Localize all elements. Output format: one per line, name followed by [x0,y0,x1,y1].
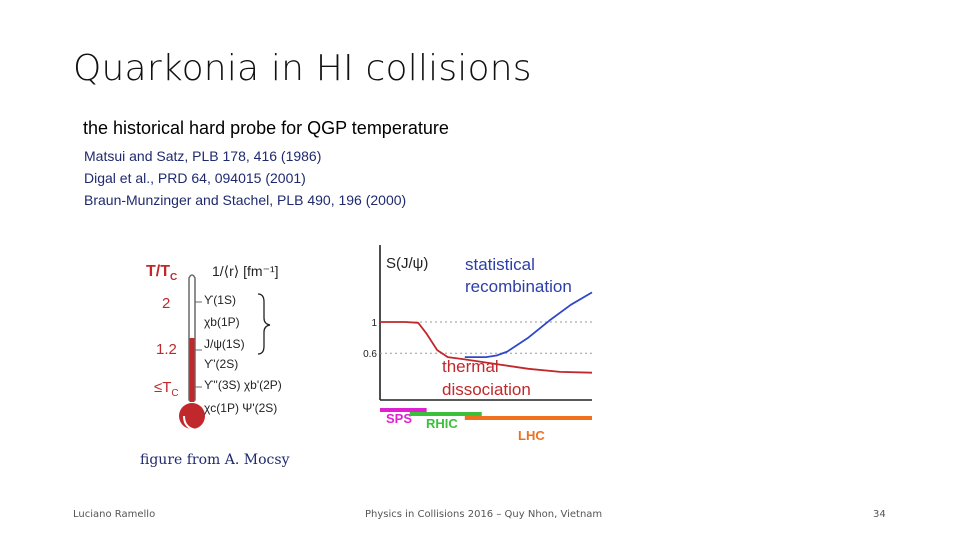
reference-1: Matsui and Satz, PLB 178, 416 (1986) [84,148,322,164]
annotation-statistical: statistical [465,255,535,274]
y-tick-label: 0.6 [363,349,377,360]
footer-page-number: 34 [873,509,886,520]
temperature-value-1-2: 1.2 [156,341,177,358]
annotation-recombination: recombination [465,277,572,296]
temperature-axis-header: T/TC [146,263,177,283]
annotation-thermal: thermal [442,357,499,376]
footer-author: Luciano Ramello [73,509,156,520]
slide-subtitle: the historical hard probe for QGP temper… [83,118,449,138]
quarkonium-state-list: ϒ(1S) χb(1P) J/ψ(1S) ϒ'(2S) ϒ''(3S) χb'(… [204,293,282,415]
energy-band-label-sps: SPS [386,411,412,426]
temperature-value-tc: ≤TC [154,379,179,399]
state-brace [257,293,271,355]
thermometer-figure: T/TC 1/⟨r⟩ [fm⁻¹] 2 1.2 ≤TC ϒ(1S) χb(1P)… [146,263,282,431]
reference-2: Digal et al., PRD 64, 094015 (2001) [84,170,306,186]
series-line-1 [380,321,593,374]
y-tick-label: 1 [371,318,377,329]
state-label: χc(1P) Ψ'(2S) [204,401,277,415]
energy-band-label-lhc: LHC [518,428,545,443]
thermometer-bulb [179,403,205,429]
thermometer-mercury [189,338,195,402]
jpsi-suppression-chart: 1 0.6 SPS RHIC LHC S(J/ψ) statistical recomb… [363,245,593,443]
footer-event: Physics in Collisions 2016 – Quy Nhon, V… [365,509,603,520]
reference-3: Braun-Munzinger and Stachel, PLB 490, 19… [84,192,407,208]
reference-list: Matsui and Satz, PLB 178, 416 (1986) Dig… [84,145,406,211]
radius-axis-header: 1/⟨r⟩ [fm⁻¹] [212,263,279,279]
temperature-value-2: 2 [162,295,170,312]
slide-title: Quarkonia in HI collisions [73,48,532,89]
state-label: J/ψ(1S) [204,337,245,351]
state-label: χb(1P) [204,315,240,329]
state-label: ϒ''(3S) χb'(2P) [204,378,282,392]
annotation-dissociation: dissociation [442,380,531,399]
state-label: ϒ(1S) [204,293,236,307]
chart-ylabel: S(J/ψ) [386,255,428,272]
series-line-2 [464,291,593,358]
figure-caption: figure from A. Mocsy [140,452,290,468]
state-label: ϒ'(2S) [204,357,238,371]
energy-band-label-rhic: RHIC [426,416,458,431]
